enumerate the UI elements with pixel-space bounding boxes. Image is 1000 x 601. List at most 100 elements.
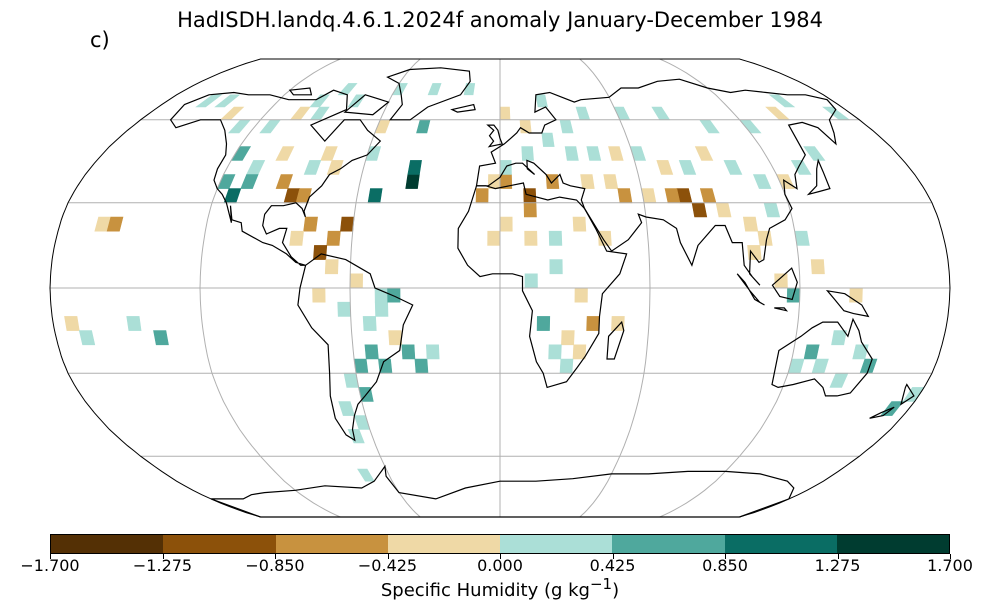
anomaly-cell — [699, 119, 720, 134]
anomaly-cell — [651, 106, 671, 121]
anomaly-cell — [575, 106, 591, 121]
graticule — [50, 58, 950, 518]
coastline — [486, 124, 504, 148]
anomaly-cell — [564, 146, 579, 161]
anomaly-cell — [227, 119, 252, 134]
anomaly-cell — [289, 230, 304, 246]
anomaly-cell — [524, 273, 538, 289]
anomaly-cell — [611, 316, 625, 331]
coastlines — [169, 67, 915, 518]
anomaly-cell — [487, 230, 501, 246]
colorbar-label-exponent: −1 — [589, 575, 613, 593]
colorbar-tick-label: 0.850 — [702, 556, 748, 575]
anomaly-cell — [694, 146, 714, 161]
colorbar-tick-label: −0.850 — [245, 556, 305, 575]
anomaly-cell — [425, 344, 440, 360]
anomaly-cell — [313, 245, 328, 260]
coastline — [771, 317, 873, 397]
anomaly-cell — [572, 216, 587, 232]
map-outline — [49, 58, 951, 518]
coastline — [606, 320, 625, 360]
colorbar-segment — [51, 535, 164, 553]
anomaly-cell — [338, 401, 355, 416]
anomaly-cell — [548, 230, 563, 246]
anomaly-cell — [852, 344, 869, 360]
anomaly-cell — [340, 216, 355, 232]
coastline — [386, 67, 471, 121]
anomaly-cell — [572, 344, 587, 360]
anomaly-cell — [326, 160, 344, 175]
colorbar-tick-mark — [50, 554, 51, 559]
anomaly-cell — [312, 287, 326, 303]
anomaly-cell — [126, 316, 142, 331]
anomaly-cell — [541, 132, 555, 147]
colorbar-segment — [500, 535, 613, 553]
anomaly-cell — [699, 188, 717, 204]
coastline — [450, 103, 476, 113]
coastline — [806, 158, 831, 196]
coastline — [475, 78, 837, 286]
coastline — [771, 267, 798, 301]
anomaly-cell — [475, 188, 489, 204]
colorbar-label-close: ) — [612, 580, 620, 601]
anomaly-cell — [407, 160, 422, 175]
anomaly-cell — [275, 174, 294, 189]
anomaly-cell — [240, 174, 259, 189]
coastline — [169, 89, 382, 266]
anomaly-cell — [275, 146, 295, 161]
anomaly-cell — [768, 94, 796, 108]
colorbar-segment — [275, 535, 388, 553]
colorbar-tick-mark — [725, 554, 726, 559]
anomaly-cell — [324, 259, 339, 275]
anomaly-cell — [765, 106, 791, 121]
anomaly-cell — [810, 259, 825, 275]
anomaly-cell — [401, 344, 416, 360]
anomaly-cell — [414, 358, 429, 374]
coastline — [288, 87, 313, 96]
colorbar-tick-label: −0.425 — [357, 556, 418, 575]
meridian-line — [349, 58, 421, 518]
colorbar-label: Specific Humidity (g kg−1) — [0, 575, 1000, 601]
coastline — [825, 289, 870, 318]
anomaly-cell — [723, 160, 743, 175]
anomaly-cell — [561, 330, 575, 346]
anomaly-cell — [326, 230, 341, 246]
anomaly-cell — [387, 287, 401, 303]
colorbar-tick-mark — [387, 554, 389, 559]
anomaly-cell — [742, 216, 759, 232]
anomaly-cell — [586, 316, 600, 331]
anomaly-cell — [822, 106, 851, 121]
anomaly-cell — [367, 188, 383, 204]
anomaly-cell — [337, 83, 358, 96]
anomaly-cell — [608, 146, 624, 161]
anomaly-cell — [715, 202, 732, 218]
anomaly-cell — [521, 146, 534, 161]
anomaly-cell — [349, 273, 364, 289]
anomaly-cell — [499, 106, 511, 121]
anomaly-cell — [303, 216, 318, 232]
anomaly-cell — [763, 202, 781, 218]
meridian-line — [199, 58, 341, 518]
anomaly-cell — [214, 94, 241, 108]
anomaly-cell — [320, 146, 338, 161]
anomaly-cell — [603, 174, 619, 189]
anomaly-cell — [362, 316, 377, 331]
anomaly-cell — [347, 429, 365, 444]
anomaly-cell — [849, 287, 863, 303]
colorbar-tick-label: 1.275 — [814, 556, 861, 575]
coastline — [736, 273, 765, 306]
anomaly-cell — [463, 83, 476, 96]
anomaly-cell — [524, 230, 538, 246]
panel-label: c) — [90, 28, 110, 52]
anomaly-cell — [559, 119, 574, 134]
anomaly-cell — [230, 146, 252, 161]
anomaly-cell — [364, 344, 379, 360]
meridian-line — [579, 58, 651, 518]
colorbar-tick-label: −1.275 — [132, 556, 193, 575]
anomaly-cell — [405, 174, 420, 189]
anomaly-cell — [416, 119, 431, 134]
anomaly-cell — [678, 160, 697, 175]
anomaly-cell — [580, 174, 595, 189]
colorbar-tick-mark — [162, 554, 164, 559]
colorbar-tick-label: 0.000 — [477, 556, 523, 575]
